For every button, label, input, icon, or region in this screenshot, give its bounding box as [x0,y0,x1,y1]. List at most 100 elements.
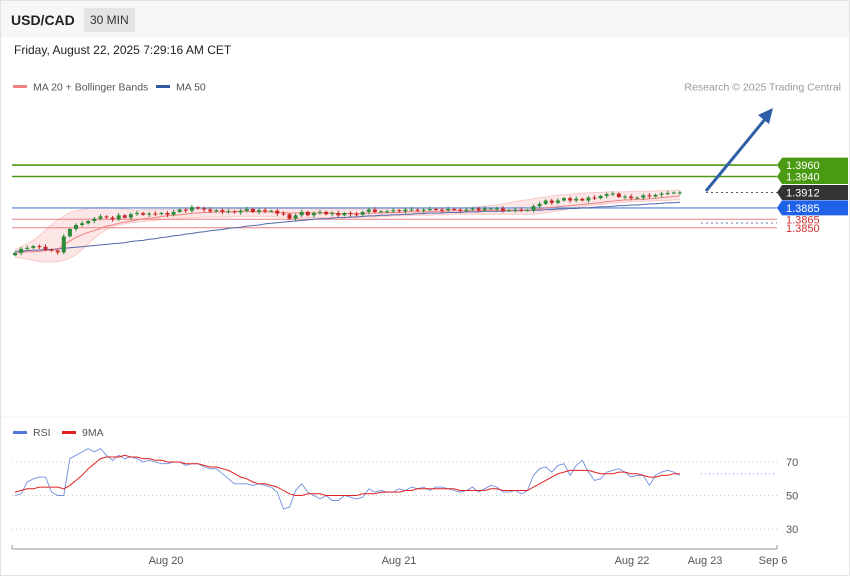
copyright-credit: Research © 2025 Trading Central [684,82,841,94]
ma20-line [14,195,680,254]
candle-body [208,209,213,212]
candle-body [671,192,676,194]
rsi-tick-label: 50 [786,491,798,503]
candle [360,210,365,216]
candle-body [141,213,146,215]
symbol-title: USD/CAD [11,12,75,28]
candle [440,207,444,213]
candle [391,207,396,213]
candle [177,208,182,213]
candle-body [433,209,438,210]
level-label-text: 1.3912 [786,188,820,200]
candle-body [171,211,176,215]
candle [116,213,121,221]
ma20-legend-label: MA 20 + Bollinger Bands [33,82,148,94]
candle-body [104,216,109,218]
candle-body [562,198,566,201]
candle [25,245,30,251]
candle [92,217,97,224]
candle-body [348,213,353,215]
level-label-text: 1.3865 [786,214,820,226]
candle-body [263,210,268,212]
candle-body [525,210,530,212]
candle-body [604,194,609,196]
candle-body [598,195,603,199]
candle [31,244,36,249]
candle [55,248,60,255]
candle [421,207,426,213]
candle-body [257,210,261,212]
candle [336,210,341,217]
candle [452,207,457,211]
candle [37,244,42,249]
candle [629,194,634,200]
bollinger-band [14,189,680,263]
candle [287,213,292,220]
candle [318,209,322,215]
candle-body [202,208,207,210]
x-tick-label: Aug 22 [615,555,650,567]
candle-body [250,209,255,212]
candle-body [427,209,432,210]
rsi-ma-legend-swatch [62,431,76,434]
candle [616,192,621,199]
candle-body [110,217,115,220]
candle-body [244,209,249,211]
candle-body [37,246,42,248]
candle [226,209,231,214]
candle [586,195,591,203]
candle-body [135,213,139,215]
candle-body [537,203,542,207]
candle [568,196,573,203]
candle-body [549,200,554,203]
candle-body [452,209,457,210]
candle-body [147,213,152,215]
candle [379,210,383,213]
candle [519,207,524,212]
candle-body [86,221,91,224]
candle-body [665,193,670,195]
candle-body [159,213,164,215]
candle-body [287,214,292,219]
candle-body [403,209,408,212]
candle-body [372,209,377,212]
candle [299,209,304,217]
ma50-legend-swatch [156,85,170,88]
candle [537,201,542,208]
rsi-legend-swatch [13,431,27,434]
candle [580,197,585,202]
candle [324,210,329,216]
candle [543,199,548,205]
level-tag-bg [777,200,848,216]
candle-body [189,207,194,211]
candle [238,209,243,215]
candle-body [635,197,640,199]
moving-averages [14,195,680,254]
level-tag-1.3940: 1.3940 [777,169,848,184]
candle-body [128,214,133,218]
candle-body [488,208,493,210]
candle-body [586,197,591,201]
level-tag-1.3865: 1.3865 [786,214,820,226]
candle-body [74,225,78,229]
timeframe-button[interactable]: 30 MIN [84,8,135,32]
candle [464,207,469,213]
forecast-arrow [704,108,773,192]
candle [110,215,115,222]
candle-body [183,209,188,211]
candle-body [592,197,597,199]
candle [623,194,627,200]
candle-body [31,246,36,248]
candle-body [61,236,66,253]
candle-body [67,229,72,237]
candle-body [482,208,487,211]
candle [635,196,640,200]
candle [501,206,505,213]
candle [397,209,402,213]
candle-body [415,209,420,211]
candle [104,215,109,219]
x-tick-label: Aug 21 [382,555,417,567]
candle-body [470,208,475,210]
candle-body [19,248,24,253]
